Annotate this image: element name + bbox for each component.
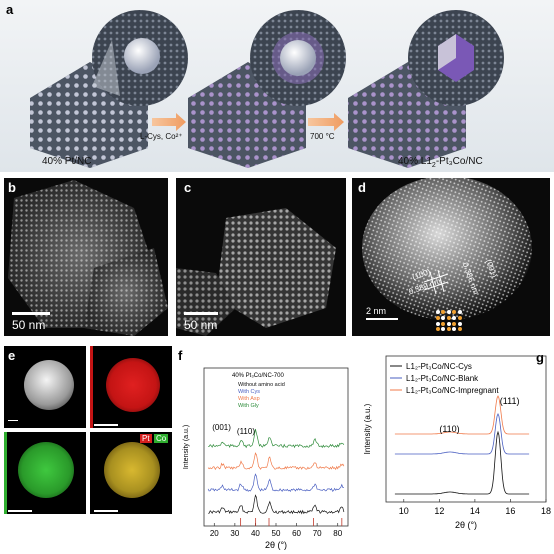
atom-grid bbox=[436, 310, 462, 332]
x-axis-label: 2θ (°) bbox=[455, 520, 477, 530]
panel-e: Pt Co e bbox=[4, 346, 172, 518]
legend-entry: Without amino acid bbox=[238, 382, 285, 388]
series-line bbox=[394, 430, 530, 495]
haadf-image-b bbox=[8, 180, 168, 336]
panel-b-letter: b bbox=[8, 180, 16, 195]
legend-co: Co bbox=[154, 434, 169, 443]
legend-entry: L1₂-Pt₃Co/NC-Blank bbox=[406, 374, 479, 383]
panel-d-letter: d bbox=[358, 180, 366, 195]
panel-f: f 20 30 40 50 60 70 80 2θ (°) Intensity (a.u.) 40… bbox=[176, 346, 356, 554]
panel-g-letter: g bbox=[536, 350, 544, 365]
peak-label-001: (001) bbox=[212, 423, 231, 432]
x-tick-label: 16 bbox=[505, 506, 515, 516]
panel-d: d (100) 0.389 nm (001) 0.386 nm 2 nm bbox=[352, 178, 550, 336]
legend-pt: Pt bbox=[140, 434, 152, 443]
process-arrow-1 bbox=[152, 113, 186, 131]
y-axis-label: Intensity (a.u.) bbox=[363, 403, 372, 454]
x-tick-label: 18 bbox=[541, 506, 551, 516]
xrd-chart-g: 10 12 14 16 18 2θ (°) Intensity (a.u.) L1₂-Pt₃C… bbox=[363, 355, 551, 530]
legend-entry: With Cys bbox=[238, 389, 260, 395]
scale-label-b: 50 nm bbox=[12, 318, 46, 332]
x-tick-label: 30 bbox=[230, 529, 239, 538]
chart-title: 40% Pt₃Co/NC-700 bbox=[232, 373, 284, 379]
x-tick-label: 50 bbox=[272, 529, 281, 538]
xrd-chart-f: 20 30 40 50 60 70 80 2θ (°) Intensity (a.u.) 40% … bbox=[183, 367, 349, 550]
series-line bbox=[394, 413, 530, 455]
x-tick-label: 70 bbox=[313, 529, 322, 538]
panel-a-letter: a bbox=[6, 2, 14, 17]
overlay-map: Pt Co bbox=[90, 432, 172, 514]
scale-bar-c bbox=[184, 312, 218, 315]
haadf-particle bbox=[4, 346, 86, 428]
x-tick-label: 12 bbox=[434, 506, 444, 516]
scale-label-d: 2 nm bbox=[366, 306, 387, 316]
left-caption: 40% Pt/NC bbox=[42, 156, 92, 167]
panel-c: c 50 nm bbox=[176, 178, 346, 336]
panel-c-letter: c bbox=[184, 180, 192, 195]
x-tick-label: 40 bbox=[251, 529, 260, 538]
series-line bbox=[394, 395, 530, 435]
process-arrow-2 bbox=[308, 113, 344, 131]
x-tick-label: 10 bbox=[399, 506, 409, 516]
panel-a: a bbox=[0, 0, 554, 172]
panel-e-letter: e bbox=[8, 348, 16, 363]
series-line bbox=[207, 452, 345, 471]
panel-g: g 10 12 14 16 18 2θ (°) Intensity (a.u.) L1₂-Pt… bbox=[356, 346, 552, 554]
peak-label-110: (110) bbox=[237, 427, 255, 436]
y-axis-label: Intensity (a.u.) bbox=[183, 425, 190, 469]
legend-entry: With Asp bbox=[238, 396, 260, 402]
scale-bar-d bbox=[366, 318, 398, 320]
series-line bbox=[208, 428, 345, 449]
legend-entry: With Gly bbox=[238, 403, 259, 409]
haadf-image-c bbox=[176, 208, 336, 336]
x-tick-label: 60 bbox=[292, 529, 301, 538]
x-tick-label: 20 bbox=[210, 529, 219, 538]
scale-label-c: 50 nm bbox=[184, 318, 218, 332]
pt-map bbox=[90, 346, 172, 428]
plot-frame bbox=[385, 355, 547, 503]
legend-entry: L1₂-Pt₃Co/NC-Impregnant bbox=[406, 386, 499, 395]
x-axis-label: 2θ (°) bbox=[265, 540, 287, 550]
hrstem-image-d bbox=[362, 178, 532, 320]
scale-bar-b bbox=[12, 312, 50, 315]
legend-entry: L1₂-Pt₃Co/NC-Cys bbox=[406, 362, 472, 371]
x-tick-label: 14 bbox=[470, 506, 480, 516]
panel-b: b 50 nm bbox=[4, 178, 168, 336]
co-map bbox=[4, 432, 86, 514]
peak-label-111: (111) bbox=[500, 396, 520, 406]
panel-f-letter: f bbox=[178, 348, 183, 363]
arrow1-label: L-Cys, Co²⁺ bbox=[140, 132, 183, 141]
series-line bbox=[207, 473, 344, 493]
series-line bbox=[208, 494, 345, 515]
plot-frame bbox=[203, 367, 349, 527]
arrow2-label: 700 °C bbox=[310, 132, 335, 141]
peak-label-110: (110) bbox=[439, 424, 459, 434]
panel-a-schematic bbox=[30, 10, 504, 168]
x-tick-label: 80 bbox=[333, 529, 342, 538]
right-caption: 40% L12-Pt₃Co/NC bbox=[398, 156, 483, 169]
